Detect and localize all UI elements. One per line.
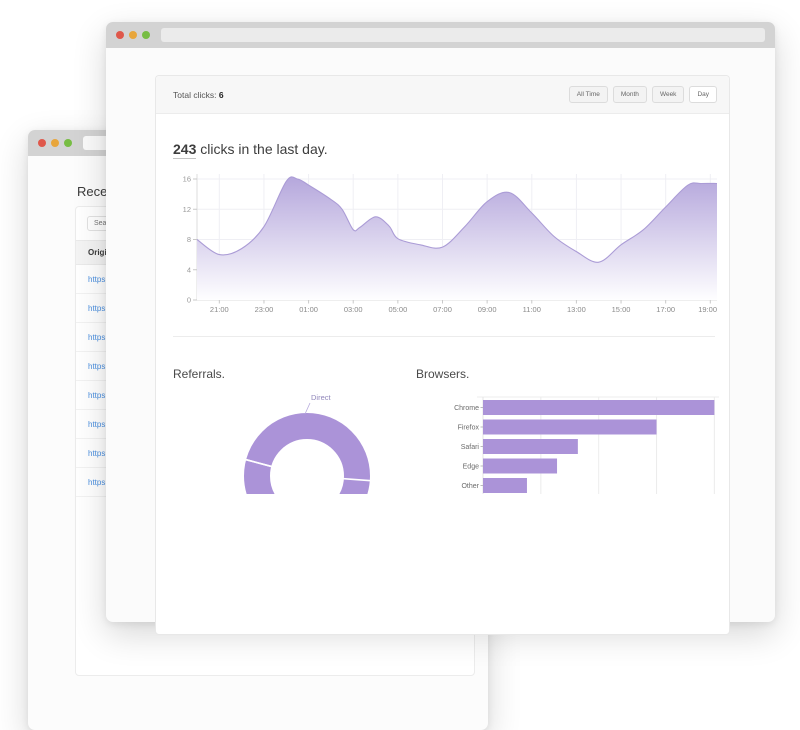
svg-text:Chrome: Chrome	[454, 405, 479, 412]
total-clicks-label: Total clicks: 6	[173, 90, 224, 100]
clicks-area-chart: 0 4 8 12 16 21:00 23:00 01:00 03:00 05:00 07:00 09:…	[183, 174, 717, 314]
svg-text:8: 8	[187, 235, 191, 244]
traffic-lights	[38, 139, 72, 147]
minimize-window-icon[interactable]	[51, 139, 59, 147]
svg-text:11:00: 11:00	[523, 305, 541, 314]
svg-text:13:00: 13:00	[567, 305, 586, 314]
analytics-card-header: Total clicks: 6 All Time Month Week Day	[156, 76, 729, 114]
svg-text:0: 0	[187, 296, 191, 305]
time-range-filters: All Time Month Week Day	[568, 86, 717, 103]
referrals-section: Referrals. Direct	[173, 337, 416, 494]
traffic-lights	[116, 31, 150, 39]
analytics-card: Total clicks: 6 All Time Month Week Day 243…	[155, 75, 730, 635]
main-browser-window: Total clicks: 6 All Time Month Week Day 243…	[106, 22, 775, 635]
page: { "colors": { "traffic_red": "#df584b", …	[28, 22, 775, 676]
lower-sections: Referrals. Direct Browsers. Chrome Firefo…	[173, 337, 719, 494]
address-bar[interactable]	[161, 28, 765, 42]
total-clicks-text: Total clicks:	[173, 89, 217, 100]
svg-text:09:00: 09:00	[478, 305, 497, 314]
filter-button-all-time[interactable]: All Time	[568, 86, 608, 103]
maximize-window-icon[interactable]	[64, 139, 72, 147]
svg-text:17:00: 17:00	[656, 305, 675, 314]
svg-text:15:00: 15:00	[612, 305, 631, 314]
referrals-donut-chart: Direct	[244, 393, 371, 494]
section-divider	[173, 336, 715, 337]
clicks-headline: 243 clicks in the last day.	[173, 141, 715, 159]
svg-text:4: 4	[187, 265, 191, 274]
browsers-bar-chart: Chrome Firefox Safari Edge Other	[454, 396, 719, 494]
referrals-title: Referrals.	[173, 367, 226, 381]
browsers-section: Browsers. Chrome Firefox Safari Edge Other	[416, 337, 733, 494]
minimize-window-icon[interactable]	[129, 31, 137, 39]
svg-text:Safari: Safari	[461, 444, 480, 451]
svg-text:Other: Other	[461, 483, 479, 490]
svg-text:19:00: 19:00	[698, 305, 717, 314]
filter-button-month[interactable]: Month	[612, 86, 647, 103]
filter-button-day[interactable]: Day	[689, 86, 717, 103]
filter-button-week[interactable]: Week	[651, 86, 685, 103]
main-window-titlebar	[106, 22, 775, 48]
svg-text:Edge: Edge	[463, 464, 479, 471]
close-window-icon[interactable]	[116, 31, 124, 39]
svg-text:01:00: 01:00	[299, 305, 318, 314]
svg-text:07:00: 07:00	[433, 305, 452, 314]
svg-text:03:00: 03:00	[344, 305, 363, 314]
total-clicks-value: 6	[218, 89, 224, 100]
svg-text:23:00: 23:00	[255, 305, 274, 314]
maximize-window-icon[interactable]	[142, 31, 150, 39]
browsers-title: Browsers.	[416, 367, 470, 381]
clicks-count: 243	[173, 141, 197, 159]
svg-text:Direct: Direct	[311, 393, 332, 402]
svg-text:12: 12	[183, 205, 191, 214]
svg-text:16: 16	[183, 175, 191, 184]
clicks-headline-text: clicks in the last day.	[196, 141, 328, 157]
svg-text:21:00: 21:00	[210, 305, 229, 314]
svg-text:05:00: 05:00	[388, 305, 407, 314]
analytics-card-body: 243 clicks in the last day. 0 4 8 12 16 21:00…	[156, 141, 729, 494]
svg-text:Firefox: Firefox	[458, 425, 480, 432]
close-window-icon[interactable]	[38, 139, 46, 147]
